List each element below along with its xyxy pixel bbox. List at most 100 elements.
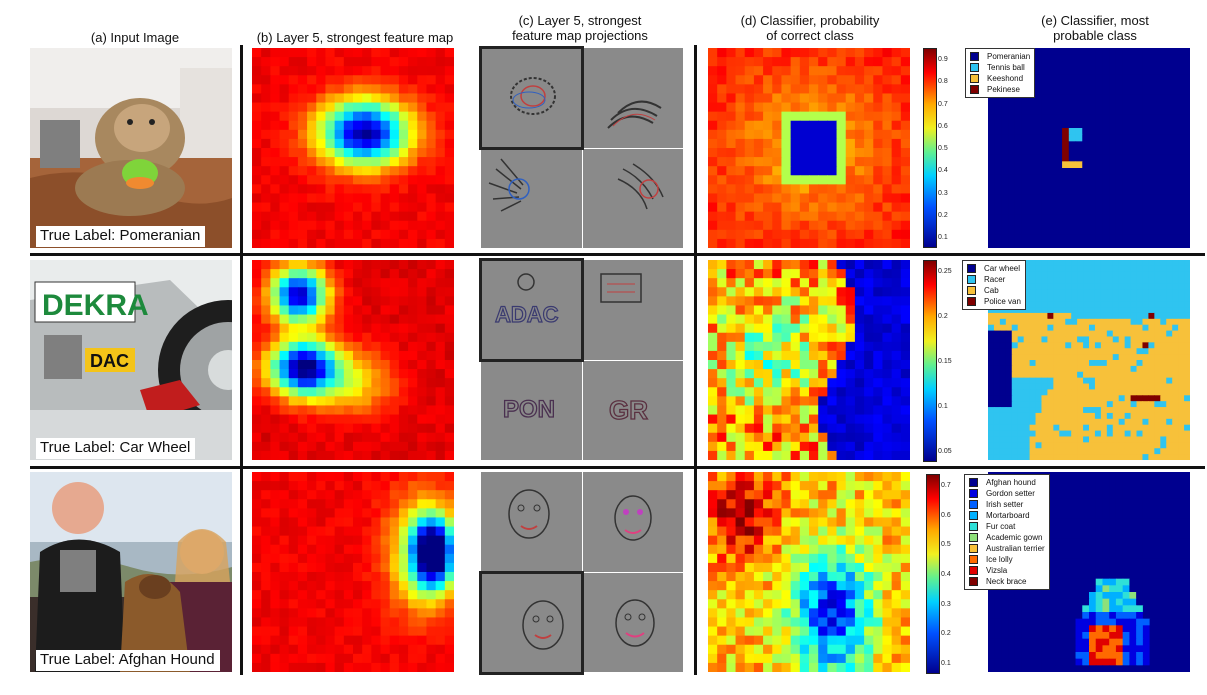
projection-row2-3: PON [481, 361, 582, 460]
column-title-d: (d) Classifier, probability of correct c… [700, 13, 920, 43]
class-map-row2 [988, 260, 1190, 460]
strongest-projection-box-row2 [479, 258, 584, 362]
legend-item: Vizsla [969, 565, 1045, 576]
legend-item: Neck brace [969, 576, 1045, 587]
colorbar-tick-label: 0.4 [941, 571, 951, 578]
occluder-square [44, 335, 82, 379]
colorbar-tick-label: 0.4 [938, 167, 948, 175]
strongest-projection-box-row3 [479, 571, 584, 675]
projection-row1-3 [481, 149, 582, 248]
column-title-d-line1: (d) Classifier, probability [740, 13, 880, 28]
legend-swatch [969, 544, 978, 553]
column-title-e-line1: (e) Classifier, most [1041, 13, 1149, 28]
colorbar-tick-label: 0.7 [938, 100, 948, 108]
legend-label: Neck brace [986, 577, 1027, 586]
legend-swatch [969, 533, 978, 542]
legend-label: Pekinese [987, 85, 1020, 94]
colorbar-tick-label: 0.3 [938, 189, 948, 197]
svg-text:DAC: DAC [90, 351, 129, 371]
colorbar-tick-label: 0.2 [938, 313, 948, 320]
colorbar-tick-label: 0.5 [941, 541, 951, 549]
legend-row1: Pomeranian Tennis ball Keeshond Pekinese [965, 48, 1036, 98]
input-image-afghan-hound: True Label: Afghan Hound [30, 472, 232, 672]
legend-swatch [969, 577, 978, 586]
colorbar-tick-label: 0.2 [938, 211, 948, 219]
colorbar-tick-label: 0.3 [941, 600, 951, 608]
projection-row1-2 [583, 48, 683, 148]
feature-map-row3 [252, 472, 454, 672]
occluder-square [40, 120, 80, 168]
colorbar-tick-label: 0.6 [938, 122, 948, 130]
legend-swatch [969, 566, 978, 575]
column-title-c: (c) Layer 5, strongest feature map proje… [470, 13, 690, 43]
legend-swatch [969, 500, 978, 509]
legend-swatch [970, 52, 979, 61]
row-separator-1 [30, 253, 1205, 256]
legend-label: Cab [984, 286, 999, 295]
legend-swatch [970, 63, 979, 72]
projection-row3-2 [583, 472, 683, 572]
legend-item: Keeshond [970, 73, 1030, 84]
legend-swatch [969, 555, 978, 564]
projection-text-gr: GR [609, 395, 648, 425]
legend-label: Vizsla [986, 566, 1008, 575]
legend-label: Afghan hound [986, 478, 1036, 487]
legend-label: Car wheel [984, 264, 1021, 273]
colorbar-row2 [923, 260, 937, 462]
colorbar-tick-label: 0.1 [941, 660, 951, 667]
column-title-c-line2: feature map projections [512, 28, 648, 43]
projection-text-pon: PON [503, 396, 555, 423]
colorbar-tick-label: 0.8 [938, 78, 948, 86]
colorbar-row1 [923, 48, 937, 248]
legend-swatch [967, 264, 976, 273]
legend-item: Mortarboard [969, 510, 1045, 521]
colorbar-tick-label: 0.6 [941, 511, 951, 519]
legend-item: Pekinese [970, 84, 1030, 95]
legend-label: Keeshond [987, 74, 1024, 83]
legend-label: Mortarboard [986, 511, 1030, 520]
class-map-row1 [988, 48, 1190, 248]
legend-item: Pomeranian [970, 51, 1030, 62]
projection-row2-1: ADAC [481, 260, 582, 360]
projection-row3-1 [481, 472, 582, 572]
input-image-car-wheel: DEKRA DAC True Label: Car Wheel [30, 260, 232, 460]
legend-row3: Afghan hound Gordon setter Irish setter Mor… [964, 474, 1050, 590]
legend-swatch [967, 297, 976, 306]
column-title-b: (b) Layer 5, strongest feature map [256, 30, 454, 45]
colorbar-tick-label: 0.25 [938, 268, 952, 275]
legend-swatch [969, 489, 978, 498]
legend-item: Ice lolly [969, 554, 1045, 565]
column-title-c-line1: (c) Layer 5, strongest [518, 13, 642, 28]
column-title-d-line2: of correct class [766, 28, 854, 43]
colorbar-tick-label: 0.7 [941, 482, 951, 489]
svg-text:DEKRA: DEKRA [42, 289, 149, 322]
legend-label: Ice lolly [986, 555, 1013, 564]
legend-item: Car wheel [967, 263, 1021, 274]
true-label: True Label: Car Wheel [36, 438, 196, 459]
column-title-e-line2: probable class [1053, 28, 1137, 43]
legend-label: Racer [984, 275, 1006, 284]
colorbar-tick-label: 0.1 [938, 403, 948, 410]
legend-item: Racer [967, 274, 1021, 285]
legend-item: Cab [967, 285, 1021, 296]
strongest-projection-box-row1 [479, 46, 584, 150]
legend-label: Australian terrier [986, 544, 1045, 553]
legend-swatch [967, 286, 976, 295]
column-title-e: (e) Classifier, most probable class [985, 13, 1205, 43]
colorbar-tick-label: 0.9 [938, 56, 948, 63]
colorbar-tick-label: 0.05 [938, 448, 952, 455]
colorbar-tick-label: 0.5 [938, 145, 948, 152]
legend-item: Irish setter [969, 499, 1045, 510]
legend-item: Academic gown [969, 532, 1045, 543]
legend-item: Tennis ball [970, 62, 1030, 73]
projection-row1-4 [583, 149, 683, 248]
occluder-square [60, 550, 96, 592]
true-label: True Label: Pomeranian [36, 226, 206, 247]
legend-label: Gordon setter [986, 489, 1035, 498]
projection-text-adac: ADAC [495, 302, 559, 327]
colorbar-tick-label: 0.15 [938, 358, 952, 365]
separator-c-d [694, 45, 697, 675]
input-image-pomeranian: True Label: Pomeranian [30, 48, 232, 248]
legend-label: Fur coat [986, 522, 1016, 531]
colorbar-row3 [926, 474, 940, 674]
